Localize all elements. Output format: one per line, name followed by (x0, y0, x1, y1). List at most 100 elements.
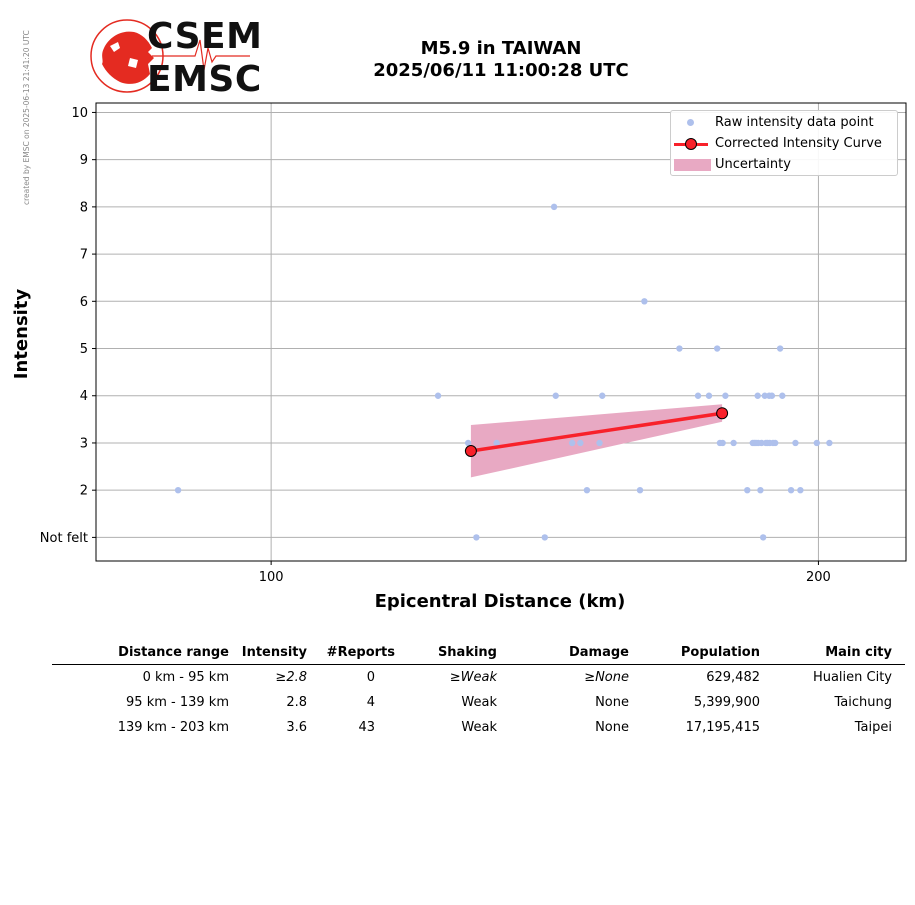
y-tick-label: 10 (71, 106, 88, 121)
raw-data-point (641, 298, 648, 305)
summary-table: Distance range Intensity #Reports Shakin… (52, 640, 905, 740)
raw-data-point (826, 439, 833, 447)
cell-distance: 139 km - 203 km (117, 720, 229, 735)
cell-shaking: Weak (461, 695, 497, 710)
cell-reports: 4 (366, 695, 375, 710)
raw-points-layer (174, 203, 833, 541)
cell-main-city: Hualien City (812, 670, 892, 685)
header-distance-range: Distance range (52, 640, 229, 665)
curve-marker (464, 444, 477, 457)
logo-top-text: CSEM (147, 16, 263, 57)
header-population: Population (629, 640, 760, 665)
curve-marker (716, 407, 729, 420)
header-reports: #Reports (307, 640, 395, 665)
chart-title: M5.9 in TAIWAN (420, 38, 582, 59)
y-axis-label: Intensity (11, 289, 32, 380)
raw-data-point (676, 345, 683, 352)
plot-frame (95, 102, 907, 562)
curve-layer (464, 407, 729, 457)
raw-data-point (776, 345, 784, 352)
corrected-intensity-curve (470, 411, 723, 453)
raw-data-point (722, 392, 729, 399)
raw-data-point (730, 439, 737, 447)
raw-data-point (541, 534, 548, 541)
raw-data-point (779, 392, 786, 399)
cell-damage: None (595, 695, 629, 710)
raw-data-point (493, 439, 500, 447)
raw-data-point (552, 392, 559, 399)
emsc-logo: CSEM EMSC (90, 18, 262, 98)
table-row: 95 km - 139 km 2.8 4 Weak None 5,399,900… (52, 690, 905, 715)
header-main-city: Main city (760, 640, 905, 665)
y-tick-label: 7 (80, 248, 88, 263)
cell-reports: 43 (358, 720, 375, 735)
cell-main-city: Taipei (854, 720, 892, 735)
y-tick-label: 4 (80, 389, 88, 404)
raw-data-point (719, 439, 726, 447)
raw-data-point (787, 486, 795, 494)
raw-data-point (705, 392, 713, 399)
legend-label-curve: Corrected Intensity Curve (715, 136, 882, 151)
raw-data-point (797, 486, 804, 494)
legend-label-raw: Raw intensity data point (715, 115, 874, 130)
cell-population: 5,399,900 (693, 695, 760, 710)
raw-data-point (568, 439, 576, 447)
raw-data-point (434, 392, 442, 399)
x-tick-label: 100 (259, 570, 284, 585)
table-row: 0 km - 95 km ≥2.8 0 ≥Weak ≥None 629,482 … (52, 665, 905, 691)
raw-data-point (792, 439, 799, 447)
y-tick-label: 6 (80, 295, 88, 310)
legend-item-curve: Corrected Intensity Curve (671, 134, 897, 154)
raw-data-point (464, 439, 472, 447)
cell-reports: 0 (366, 670, 375, 685)
raw-data-point (473, 534, 480, 541)
raw-data-point (768, 392, 776, 399)
cell-main-city: Taichung (834, 695, 892, 710)
raw-data-point (757, 486, 764, 494)
cell-intensity: 2.8 (286, 695, 307, 710)
raw-data-point (550, 203, 558, 211)
curve-marker-swatch (685, 138, 697, 150)
raw-data-point (761, 392, 768, 399)
uncertainty-band-layer (470, 404, 723, 478)
y-tick-label: 2 (80, 484, 88, 499)
cell-shaking: Weak (461, 720, 497, 735)
x-tick-labels: 100 200 (259, 561, 831, 585)
header-damage: Damage (497, 640, 629, 665)
cell-population: 629,482 (706, 670, 760, 685)
y-tick-label: 5 (80, 342, 88, 357)
table-header-row: Distance range Intensity #Reports Shakin… (52, 640, 905, 665)
cell-shaking: ≥Weak (449, 670, 497, 685)
raw-data-point (754, 392, 761, 399)
cell-population: 17,195,415 (685, 720, 760, 735)
legend-item-uncertainty: Uncertainty (671, 155, 897, 175)
header-shaking: Shaking (395, 640, 497, 665)
legend-label-uncertainty: Uncertainty (715, 157, 791, 172)
uncertainty-band (470, 404, 723, 478)
legend: Raw intensity data point Corrected Inten… (670, 110, 898, 176)
cell-distance: 95 km - 139 km (126, 695, 229, 710)
y-tick-label: 3 (80, 436, 88, 451)
raw-data-point (583, 486, 591, 494)
x-tick-label: 200 (806, 570, 831, 585)
cell-damage: None (595, 720, 629, 735)
chart-subtitle-datetime: 2025/06/11 11:00:28 UTC (373, 60, 629, 81)
raw-data-point (174, 486, 182, 494)
raw-data-point (813, 439, 820, 447)
y-tick-label: Not felt (40, 531, 88, 546)
header-intensity: Intensity (229, 640, 307, 665)
y-tick-labels: Not felt 2 3 4 5 6 7 8 9 10 (40, 106, 96, 546)
y-tick-label: 9 (80, 153, 88, 168)
raw-data-point (599, 392, 606, 399)
y-tick-label: 8 (80, 200, 88, 215)
creation-note: created by EMSC on 2025-06-13 21:41:20 U… (22, 30, 31, 205)
raw-data-point (577, 439, 584, 447)
raw-data-point (694, 392, 702, 399)
raw-data-point (636, 486, 644, 494)
cell-damage: ≥None (584, 670, 629, 685)
table-row: 139 km - 203 km 3.6 43 Weak None 17,195,… (52, 715, 905, 740)
x-axis-label: Epicentral Distance (km) (375, 591, 626, 612)
raw-data-point (596, 439, 603, 447)
cell-intensity: 3.6 (286, 720, 307, 735)
